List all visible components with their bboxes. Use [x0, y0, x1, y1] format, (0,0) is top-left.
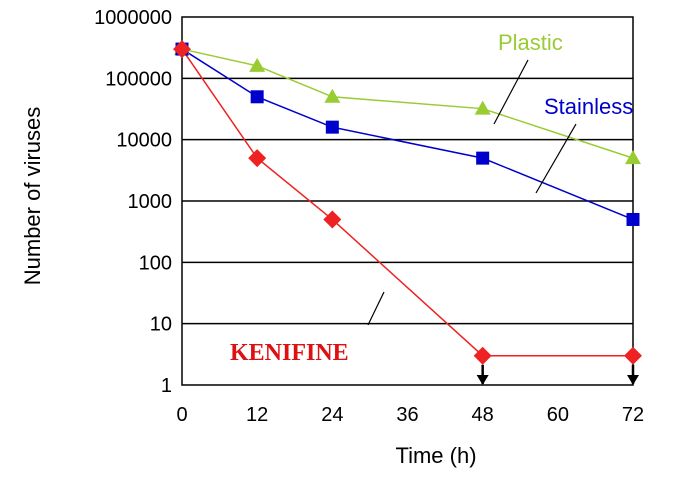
y-tick-label: 100000	[105, 68, 172, 90]
x-tick-label: 36	[396, 404, 418, 426]
series-layer	[173, 40, 642, 385]
label-leader-line	[493, 59, 529, 125]
y-tick-label: 10000	[116, 130, 172, 152]
series-label: Stainless	[544, 94, 633, 119]
below-detection-arrowhead	[627, 375, 639, 385]
y-tick-label: 10	[150, 314, 172, 336]
x-tick-label: 72	[622, 404, 644, 426]
data-point-triangle	[324, 88, 341, 103]
series-label: KENIFINE	[230, 340, 349, 366]
y-tick-label: 1	[161, 375, 172, 397]
data-point-triangle	[474, 100, 491, 115]
y-tick-label: 1000	[128, 191, 173, 213]
x-tick-label: 48	[472, 404, 494, 426]
data-point-square	[250, 90, 264, 104]
data-point-square	[325, 120, 339, 134]
y-axis-title: Number of viruses	[20, 107, 45, 286]
below-detection-arrowhead	[476, 375, 489, 385]
x-tick-label: 24	[321, 404, 343, 426]
x-tick-label: 12	[246, 404, 268, 426]
data-point-triangle	[625, 150, 641, 165]
data-point-diamond	[173, 40, 191, 59]
y-tick-labels: 1 10 100 1000 10000 100000 1000000	[94, 7, 172, 397]
x-tick-label: 60	[547, 404, 569, 426]
series-labels: Plastic Stainless KENIFINE	[230, 30, 633, 366]
y-tick-label: 1000000	[94, 7, 172, 29]
data-point-diamond	[323, 210, 342, 229]
series-label: Plastic	[498, 30, 563, 55]
gridlines	[182, 77, 633, 325]
data-point-square	[626, 212, 640, 226]
data-point-triangle	[249, 57, 266, 72]
x-axis-title: Time (h)	[395, 443, 476, 468]
series-label-leaders	[367, 59, 577, 326]
data-point-square	[476, 151, 490, 165]
data-point-diamond	[624, 346, 642, 365]
x-tick-labels: 0 12 24 36 48 60 72	[176, 404, 644, 426]
label-leader-line	[367, 291, 385, 326]
label-leader-line	[535, 123, 577, 194]
data-point-diamond	[248, 149, 267, 168]
x-tick-label: 0	[176, 404, 187, 426]
y-tick-label: 100	[139, 252, 172, 274]
data-point-diamond	[473, 346, 492, 365]
